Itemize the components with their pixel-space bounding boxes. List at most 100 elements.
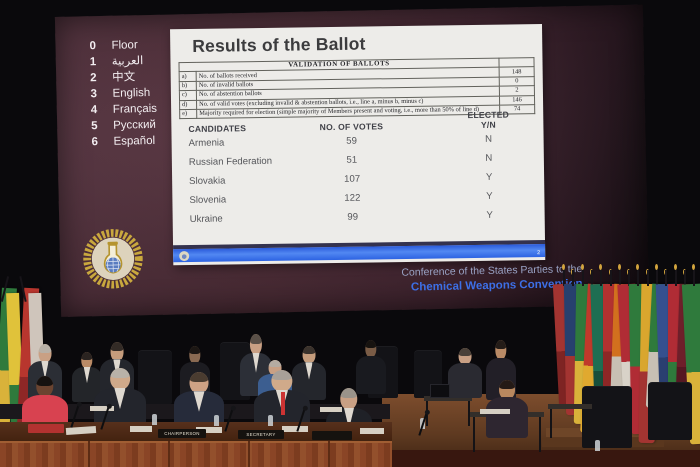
language-channel-item: 3 English [90, 85, 156, 102]
candidate-row: Ukraine 99 Y [190, 205, 524, 229]
language-channel-item: 4 Français [91, 101, 157, 118]
flagpole-finial-icon [562, 264, 565, 270]
flagpole-finial-icon [617, 264, 621, 270]
flagpole [674, 270, 677, 286]
laptop [430, 384, 450, 398]
ballot-results-slide: Results of the Ballot VALIDATION OF BALL… [170, 24, 546, 266]
water-bottle [268, 415, 273, 426]
candidate-votes: 51 [346, 154, 358, 166]
water-bottle [214, 415, 219, 426]
chair [648, 382, 692, 440]
slide-footer: 2 [173, 238, 546, 265]
candidate-votes: 107 [344, 173, 361, 185]
channel-language-label: English [112, 86, 151, 100]
candidate-elected: Y [486, 190, 493, 202]
channel-language-label: Español [113, 134, 156, 148]
channel-number: 4 [90, 104, 98, 117]
validation-row-key: b) [179, 81, 197, 91]
conference-caption: Conference of the States Parties to the … [252, 262, 583, 299]
channel-number: 3 [90, 88, 98, 101]
validation-header-value-cell [498, 57, 535, 68]
candidates-table: CANDIDATES NO. OF VOTES ELECTED Y/N Armenia 5… [188, 110, 524, 229]
flagpole [572, 270, 575, 286]
candidate-name: Ukraine [189, 213, 223, 225]
votes-col-header: NO. OF VOTES [319, 121, 384, 133]
channel-number: 0 [89, 40, 97, 53]
validation-row-value: 146 [499, 95, 535, 106]
flagpole [590, 270, 593, 286]
flagpole [563, 270, 565, 286]
elected-col-header: ELECTED Y/N [394, 110, 522, 131]
stage-carpet [382, 450, 700, 467]
channel-number: 5 [91, 120, 98, 133]
interpretation-channel-list: 0 Floor 1 العربية 2 中文 3 English 4 Français 5 Русск… [89, 37, 157, 150]
channel-number: 6 [91, 136, 99, 149]
channel-number: 1 [89, 56, 97, 69]
flagpole [665, 270, 668, 286]
flagpole-finial-icon [580, 264, 584, 270]
validation-row-value: 2 [499, 85, 535, 96]
flagpole [581, 270, 584, 286]
person [356, 340, 386, 394]
flagpole-finial-icon [655, 264, 658, 270]
validation-row-key: a) [179, 71, 197, 82]
water-bottle [595, 440, 600, 451]
candidate-name: Armenia [188, 137, 225, 150]
flagpole-finial-icon [636, 264, 640, 270]
language-channel-item: 6 Español [91, 133, 157, 150]
candidate-name: Russian Federation [188, 155, 273, 169]
paper [130, 426, 152, 432]
candidate-votes: 122 [344, 192, 361, 204]
paper [480, 409, 510, 414]
validation-row-value: 148 [499, 67, 535, 77]
channel-language-label: Floor [111, 39, 138, 52]
validation-row-value: 0 [499, 76, 535, 87]
opcw-mini-logo-icon [179, 250, 190, 261]
channel-language-label: العربية [111, 55, 144, 68]
language-channel-item: 1 العربية [90, 53, 156, 70]
paper [360, 428, 384, 434]
flagpole [618, 270, 621, 286]
candidate-elected: N [485, 152, 493, 164]
projection-screen: 0 Floor 1 العربية 2 中文 3 English 4 Français 5 Русск… [54, 4, 650, 317]
nameplate-secretary: SECRETARY [238, 430, 284, 439]
channel-language-label: Français [112, 102, 158, 116]
water-bottle [152, 414, 157, 425]
candidate-name: Slovenia [189, 194, 227, 207]
paper [320, 407, 342, 412]
flagpole-finial-icon [673, 264, 677, 270]
flagpole [609, 270, 612, 286]
nameplate [312, 431, 352, 440]
candidates-col-header: CANDIDATES [188, 123, 247, 135]
paper [282, 426, 308, 432]
empty-chair [582, 386, 632, 448]
language-channel-item: 5 Русский [91, 117, 157, 134]
flagpole-finial-icon [692, 264, 696, 270]
flagpole [683, 270, 686, 286]
language-channel-item: 2 中文 [90, 69, 156, 86]
flagpole [637, 270, 640, 286]
slide-page-number: 2 [537, 250, 541, 257]
candidate-elected: N [485, 133, 493, 145]
flagpole [646, 270, 649, 286]
channel-language-label: 中文 [112, 71, 136, 84]
side-table [424, 396, 472, 426]
validation-row-key: c) [179, 90, 197, 101]
paper [90, 406, 114, 411]
opcw-emblem-logo-icon [83, 229, 143, 289]
flagpole [693, 270, 696, 286]
language-channel-item: 0 Floor [89, 37, 155, 54]
nameplate-chairperson: CHAIRPERSON [158, 429, 206, 438]
validation-row-key: d) [179, 99, 197, 110]
candidate-elected: Y [485, 171, 493, 183]
person [486, 380, 528, 438]
candidate-name: Slovakia [189, 175, 226, 188]
elected-header-line2: Y/N [480, 119, 496, 130]
slide-title: Results of the Ballot [192, 33, 366, 56]
flagpole [600, 270, 603, 286]
channel-language-label: Русский [113, 118, 156, 132]
flagpole [656, 270, 658, 286]
candidate-votes: 59 [346, 135, 358, 147]
channel-number: 2 [90, 72, 97, 85]
